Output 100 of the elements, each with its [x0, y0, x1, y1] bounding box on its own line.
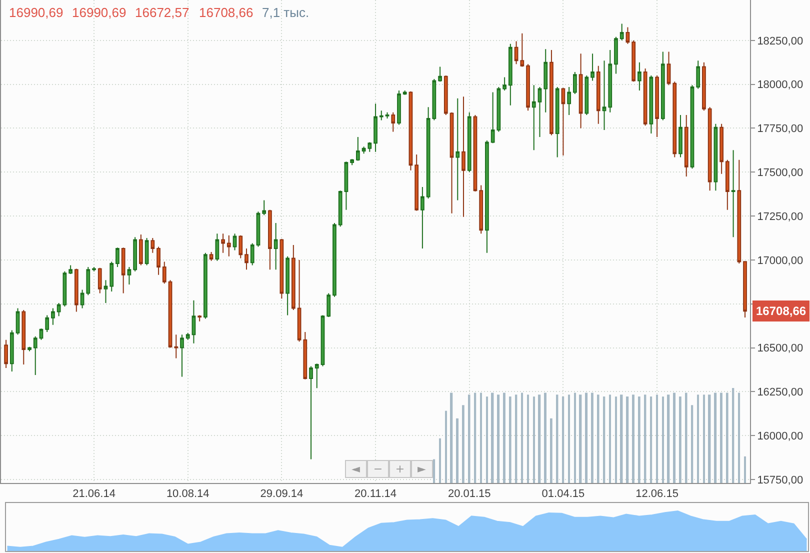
candlestick: [344, 161, 348, 210]
candlestick: [350, 158, 354, 166]
bar: [650, 396, 652, 483]
candlestick: [10, 330, 14, 372]
annotation: +: [395, 462, 405, 476]
candlestick: [256, 211, 260, 248]
candlestick: [467, 112, 472, 173]
candlestick: [286, 256, 290, 316]
candlestick: [538, 86, 542, 138]
candlestick: [514, 40, 518, 65]
candlestick: [532, 84, 536, 151]
bar: [726, 392, 728, 483]
bar: [644, 394, 646, 483]
x-tick-label: 21.06.14: [72, 488, 116, 500]
candlestick: [250, 242, 254, 266]
candlestick: [262, 200, 266, 216]
candlestick: [550, 50, 554, 136]
candlestick: [314, 363, 319, 389]
candlestick: [643, 68, 648, 126]
candlestick: [332, 222, 336, 298]
candlestick: [174, 334, 178, 359]
candlestick: [620, 23, 624, 41]
candlestick: [655, 75, 659, 138]
bar: [720, 392, 722, 483]
candlestick: [16, 308, 20, 336]
candlestick: [116, 247, 120, 268]
bar: [556, 394, 558, 483]
candlestick: [68, 264, 72, 274]
bar: [620, 394, 623, 483]
y-tick-label: 18250,00: [757, 35, 804, 48]
candlestick: [456, 98, 460, 201]
candlestick: [672, 81, 677, 158]
candlestick: [356, 136, 360, 162]
x-tick-label: 01.04.15: [542, 488, 585, 500]
candlestick: [397, 90, 401, 126]
bar: [486, 396, 488, 483]
candlestick: [133, 236, 138, 272]
bar: [679, 396, 682, 483]
candlestick: [139, 234, 143, 266]
candlestick: [215, 233, 220, 262]
bar: [638, 396, 640, 483]
candlestick: [561, 87, 566, 156]
candlestick: [209, 252, 214, 262]
candlestick: [632, 40, 636, 82]
candlestick: [479, 184, 484, 234]
y-tick-label: 16000,00: [757, 430, 804, 442]
candlestick: [473, 114, 478, 192]
candlestick: [602, 60, 606, 130]
candlestick: [309, 366, 313, 460]
candlestick: [725, 159, 730, 210]
candlestick: [121, 247, 126, 294]
candlestick: [485, 140, 489, 254]
candlestick: [408, 90, 413, 171]
x-tick-label: 29.09.14: [260, 488, 304, 500]
x-tick-label: 20.11.14: [354, 488, 397, 500]
bar: [474, 392, 476, 483]
candlestick: [4, 339, 8, 368]
candlestick: [708, 106, 712, 192]
candlestick: [379, 110, 384, 121]
candlestick: [666, 51, 671, 86]
bar: [697, 394, 699, 483]
candlestick: [608, 50, 612, 113]
text: 16708,66: [756, 304, 806, 318]
candlestick: [326, 292, 331, 318]
x-tick-label: 20.01.15: [448, 488, 491, 500]
candlestick: [444, 75, 448, 116]
y-tick-label: 17000,00: [757, 254, 804, 267]
candlestick: [186, 332, 190, 340]
candlestick: [280, 238, 284, 300]
candlestick: [743, 261, 747, 318]
candlestick: [731, 150, 736, 238]
bar: [568, 394, 570, 483]
candlestick: [98, 267, 102, 294]
candlestick: [368, 142, 372, 152]
bar: [439, 438, 441, 483]
candlestick: [696, 60, 700, 90]
candlestick: [690, 84, 694, 170]
candlestick: [144, 237, 149, 266]
candlestick: [438, 66, 442, 82]
candlestick: [414, 154, 419, 212]
candlestick: [614, 36, 618, 74]
candlestick: [737, 159, 742, 264]
annotation: 16672,57: [135, 5, 190, 20]
bar: [673, 392, 676, 483]
annotation: 16990,69: [72, 5, 126, 20]
candlestick: [555, 86, 560, 158]
candlestick: [80, 289, 84, 309]
candlestick: [702, 62, 706, 112]
candlestick: [684, 114, 688, 178]
candlestick: [221, 233, 225, 254]
bar: [544, 392, 546, 483]
y-tick-label: 17250,00: [757, 210, 804, 223]
candlestick: [198, 314, 202, 322]
candlestick: [268, 209, 272, 270]
candlestick: [678, 114, 682, 158]
bar: [632, 394, 634, 483]
bar: [538, 394, 541, 483]
bar: [515, 394, 518, 483]
bar: [445, 410, 447, 483]
candlestick: [156, 246, 160, 276]
